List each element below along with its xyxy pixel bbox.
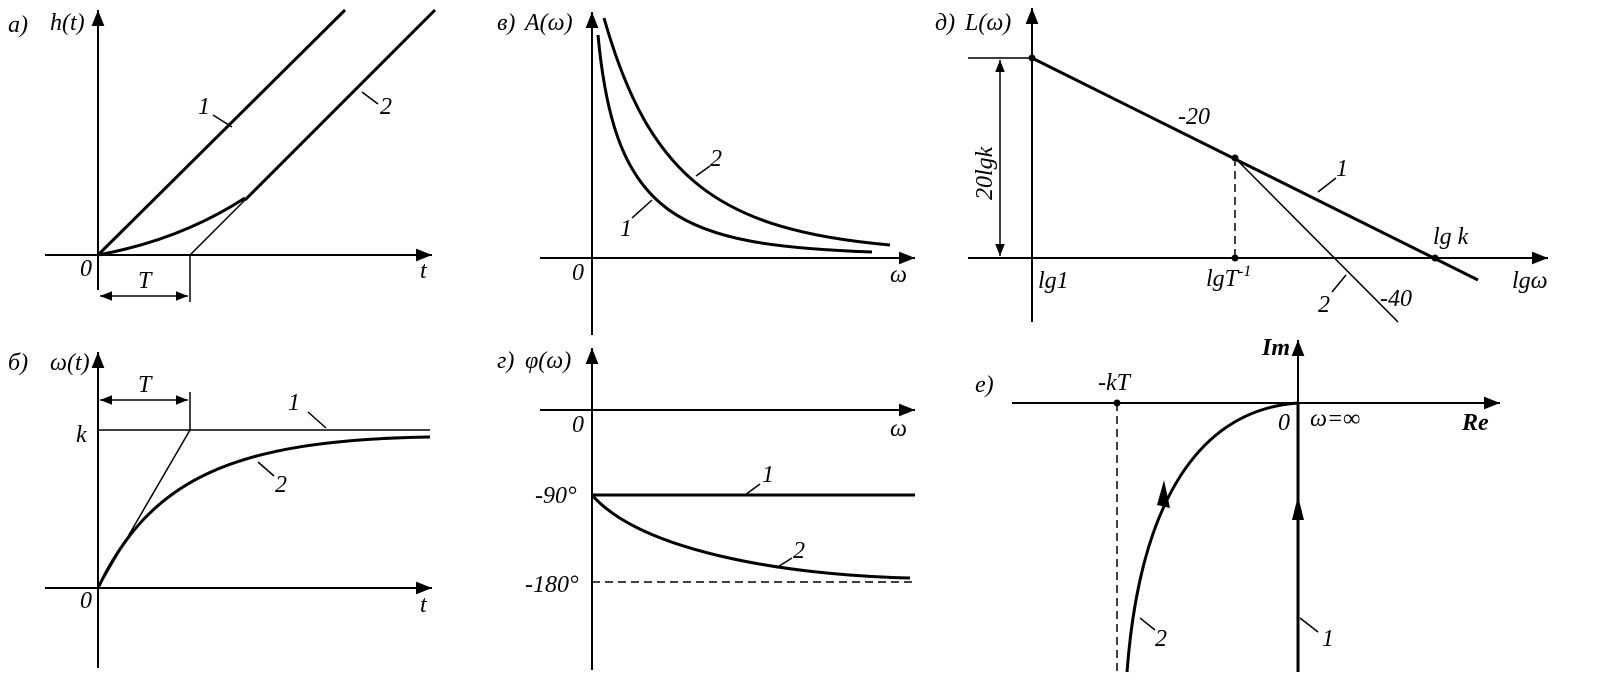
panel-a: а) h(t) t 0 T 1 2	[8, 8, 437, 302]
y-axis-label: A(ω)	[523, 10, 573, 36]
origin-label: 0	[80, 588, 92, 614]
level-label: -180°	[525, 572, 579, 598]
y-axis-label: L(ω)	[964, 10, 1011, 36]
period-label: T	[138, 268, 153, 294]
curve-label: 1	[1322, 626, 1334, 652]
panel-f: е) Im -kT 0 ω=∞ Re 1 2	[975, 335, 1500, 673]
x-axis-label: t	[420, 592, 428, 618]
curve-label: 2	[1318, 292, 1330, 318]
panel-c: в) A(ω) ω 0 1 2	[497, 10, 915, 335]
curve-label: 2	[793, 538, 805, 564]
y-axis-label: h(t)	[50, 10, 85, 36]
slope-label: -20	[1178, 104, 1210, 130]
panel-tag: в)	[497, 10, 515, 36]
tick-sup: -1	[1238, 263, 1251, 280]
x-axis-label: t	[420, 258, 428, 284]
origin-label: 0	[1278, 410, 1290, 436]
curve-label: 1	[288, 390, 300, 416]
slope-label: -40	[1380, 286, 1412, 312]
origin-label: 0	[80, 256, 92, 282]
y-axis-label: φ(ω)	[525, 348, 571, 374]
curve-label: 1	[762, 462, 774, 488]
gain-label: 20lgk	[972, 146, 998, 200]
x-axis-label: ω	[890, 416, 907, 442]
panel-d: г) φ(ω) 0 ω -90° -180° 1 2	[497, 348, 915, 670]
y-axis-label: Im	[1261, 335, 1290, 361]
curve-label: 1	[1336, 156, 1348, 182]
panel-tag: а)	[8, 12, 28, 38]
tick-label: lg1	[1038, 268, 1069, 294]
curve-label: 2	[710, 146, 722, 172]
curve-label: 1	[620, 216, 632, 242]
panel-b: б) ω(t) t 0 k T 1 2	[8, 350, 432, 668]
origin-label: 0	[572, 412, 584, 438]
curve-label: 1	[198, 94, 210, 120]
y-axis-label: ω(t)	[50, 350, 90, 376]
infinity-label: ω=∞	[1310, 406, 1360, 432]
curve-label: 2	[380, 94, 392, 120]
panel-tag: д)	[935, 10, 955, 36]
panel-e: д) L(ω) 20lgk -20 -40 1 2 lg1 lgT-1 lg k…	[935, 8, 1548, 323]
tick-label: lgT-1	[1206, 263, 1251, 292]
x-axis-label: ω	[890, 262, 907, 288]
curve-label: 2	[275, 472, 287, 498]
x-axis-label: Re	[1461, 410, 1489, 436]
level-label: k	[76, 422, 87, 448]
panel-tag: г)	[497, 348, 514, 374]
panel-tag: б)	[8, 350, 28, 376]
x-axis-label: lgω	[1512, 268, 1548, 294]
curve-label: 2	[1155, 626, 1167, 652]
tick-base: lgT	[1206, 266, 1240, 292]
level-label: -90°	[535, 483, 577, 509]
tick-label: lg k	[1433, 224, 1469, 250]
period-label: T	[138, 372, 153, 398]
panel-tag: е)	[975, 372, 994, 398]
point-label: -kT	[1098, 370, 1132, 396]
origin-label: 0	[572, 260, 584, 286]
